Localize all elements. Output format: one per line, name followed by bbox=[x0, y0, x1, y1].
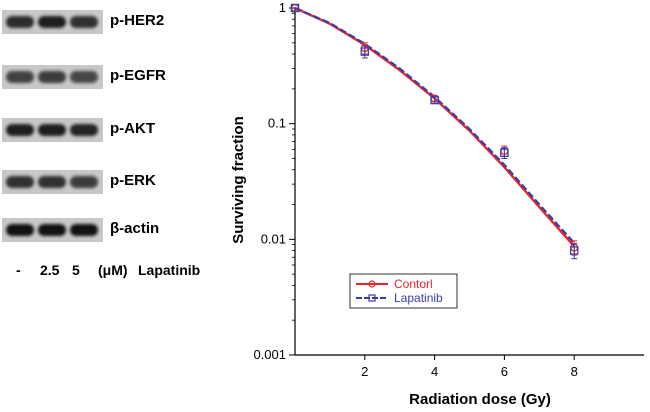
blot-band bbox=[6, 124, 34, 136]
legend-box bbox=[349, 273, 458, 309]
blot-band bbox=[6, 176, 34, 188]
legend-marker-contorl bbox=[368, 280, 376, 288]
x-tick-label: 6 bbox=[501, 364, 508, 379]
blot-band bbox=[38, 224, 66, 236]
data-point-lapatinib bbox=[569, 246, 579, 255]
x-tick-label: 4 bbox=[431, 364, 438, 379]
blot-row-egfr: p-EGFR bbox=[0, 55, 230, 95]
blot-label: p-ERK bbox=[110, 172, 156, 189]
blot-band bbox=[38, 124, 66, 136]
data-point-lapatinib bbox=[430, 95, 439, 105]
lane-dash-label: - bbox=[16, 262, 21, 278]
legend-label-lapatinib: Lapatinib bbox=[394, 291, 443, 305]
series-fit-line-contorl bbox=[294, 6, 576, 248]
blot-band bbox=[70, 224, 98, 236]
blot-label: p-HER2 bbox=[110, 12, 165, 29]
x-tick-label: 2 bbox=[361, 364, 368, 379]
blot-label: β-actin bbox=[110, 220, 160, 237]
blot-band-strip bbox=[2, 170, 103, 194]
y-tick-label: 1 bbox=[279, 0, 286, 15]
y-tick-label: 0.01 bbox=[261, 231, 286, 246]
y-tick-label: 0.1 bbox=[268, 116, 286, 131]
blot-band bbox=[6, 224, 34, 236]
series-fit-line-lapatinib bbox=[294, 6, 576, 244]
blot-band bbox=[70, 124, 98, 136]
legend-marker-lapatinib bbox=[368, 294, 376, 302]
blot-band bbox=[70, 16, 98, 28]
blot-band-strip bbox=[2, 218, 103, 242]
lane-concentration-labels: - 2.5 5 (μM) Lapatinib bbox=[0, 262, 230, 282]
data-point-lapatinib bbox=[500, 148, 509, 158]
x-tick-label: 8 bbox=[571, 364, 578, 379]
blot-row-her2: p-HER2 bbox=[0, 0, 230, 40]
lane-drug-label: Lapatinib bbox=[138, 262, 201, 278]
y-tick-label: 0.001 bbox=[253, 347, 286, 362]
lane-conc-1-label: 2.5 bbox=[40, 262, 60, 278]
blot-band bbox=[38, 16, 66, 28]
blot-band bbox=[38, 176, 66, 188]
lane-unit-label: (μM) bbox=[98, 262, 128, 278]
blot-band bbox=[70, 176, 98, 188]
x-axis-title: Radiation dose (Gy) bbox=[409, 391, 551, 408]
blot-row-beta-actin: β-actin bbox=[0, 208, 230, 248]
blot-band-strip bbox=[2, 65, 103, 89]
data-point-lapatinib bbox=[290, 3, 300, 13]
blot-row-akt: p-AKT bbox=[0, 108, 230, 148]
y-axis-title: Surviving fraction bbox=[230, 116, 247, 244]
blot-band-strip bbox=[2, 10, 103, 34]
blot-band bbox=[6, 71, 34, 83]
lane-conc-2-label: 5 bbox=[72, 262, 80, 278]
blot-band bbox=[6, 16, 34, 28]
blot-label: p-EGFR bbox=[110, 67, 166, 84]
data-point-lapatinib bbox=[360, 47, 370, 56]
legend-label-contorl: Contorl bbox=[394, 277, 433, 291]
blot-band bbox=[38, 71, 66, 83]
blot-row-erk: p-ERK bbox=[0, 160, 230, 200]
western-blot-panel: p-HER2 p-EGFR p-AKT p-ERK β-actin bbox=[0, 0, 230, 412]
blot-band bbox=[70, 71, 98, 83]
blot-band-strip bbox=[2, 118, 103, 142]
blot-label: p-AKT bbox=[110, 120, 155, 137]
